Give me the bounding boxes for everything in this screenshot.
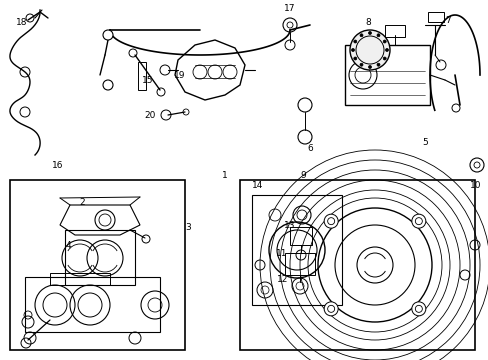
Text: 3: 3 — [185, 222, 190, 231]
Text: 19: 19 — [174, 71, 185, 80]
Text: 20: 20 — [144, 111, 155, 120]
Circle shape — [324, 302, 338, 316]
Circle shape — [368, 66, 371, 68]
Text: 17: 17 — [284, 4, 295, 13]
Text: 14: 14 — [252, 180, 263, 189]
Circle shape — [327, 305, 334, 312]
Circle shape — [353, 57, 356, 60]
Bar — [65, 230, 135, 285]
Bar — [25, 277, 160, 332]
Bar — [427, 12, 443, 22]
Text: 12: 12 — [277, 275, 288, 284]
Circle shape — [103, 30, 113, 40]
Text: 5: 5 — [421, 138, 427, 147]
Bar — [345, 45, 429, 105]
Circle shape — [383, 57, 386, 60]
Circle shape — [359, 63, 362, 66]
Circle shape — [103, 80, 113, 90]
Circle shape — [376, 63, 379, 66]
Circle shape — [327, 218, 334, 225]
Bar — [384, 25, 404, 37]
Circle shape — [411, 302, 425, 316]
Circle shape — [376, 34, 379, 37]
Circle shape — [324, 214, 338, 228]
Bar — [240, 180, 474, 350]
Circle shape — [383, 40, 386, 43]
Text: 1: 1 — [222, 171, 227, 180]
Text: 8: 8 — [365, 18, 370, 27]
Bar — [251, 195, 341, 305]
Text: 18: 18 — [16, 18, 28, 27]
Text: 9: 9 — [300, 171, 305, 180]
Text: 7: 7 — [444, 15, 450, 24]
Circle shape — [414, 305, 422, 312]
Bar — [289, 227, 311, 245]
Bar — [138, 62, 146, 90]
Text: 2: 2 — [79, 198, 84, 207]
Text: 11: 11 — [276, 248, 287, 257]
Circle shape — [368, 32, 371, 35]
Bar — [50, 273, 110, 285]
Text: 16: 16 — [52, 161, 63, 170]
Circle shape — [414, 218, 422, 225]
Circle shape — [353, 40, 356, 43]
Circle shape — [359, 34, 362, 37]
Text: 13: 13 — [284, 220, 295, 230]
Text: 4: 4 — [65, 240, 71, 249]
Bar — [10, 180, 184, 350]
Circle shape — [385, 49, 387, 51]
Circle shape — [349, 30, 389, 70]
Circle shape — [351, 49, 354, 51]
Text: 15: 15 — [142, 76, 153, 85]
Text: 10: 10 — [469, 180, 481, 189]
Text: 6: 6 — [306, 144, 312, 153]
Circle shape — [411, 214, 425, 228]
Bar — [285, 253, 314, 275]
